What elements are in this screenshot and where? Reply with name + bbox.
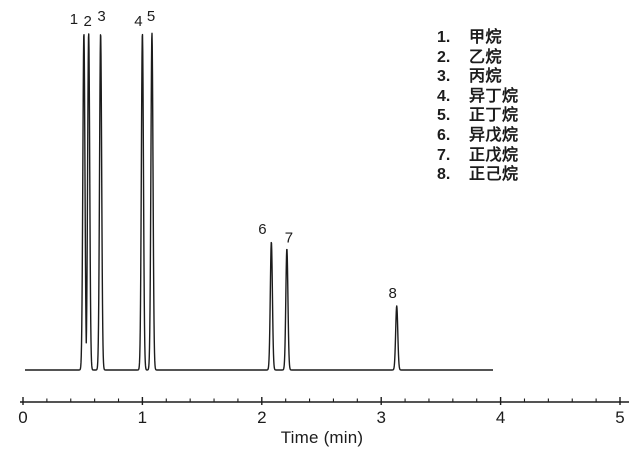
x-axis-tick-label: 1 bbox=[138, 408, 147, 427]
compound-legend: 1. 甲烷 2. 乙烷 3. 丙烷 4. 异丁烷 5. 正丁烷 6. 异戊烷 7… bbox=[437, 28, 519, 185]
legend-item-name: 正丁烷 bbox=[469, 107, 519, 125]
peak-label-6: 6 bbox=[258, 221, 266, 238]
chromatogram-trace bbox=[24, 32, 494, 371]
legend-item-number: 7. bbox=[437, 146, 451, 164]
peak-label-3: 3 bbox=[97, 8, 105, 25]
peak-label-5: 5 bbox=[147, 8, 155, 25]
legend-item: 3. 丙烷 bbox=[437, 67, 519, 87]
legend-item-number: 3. bbox=[437, 68, 451, 86]
peak-label-4: 4 bbox=[134, 13, 142, 30]
x-axis-tick-label: 3 bbox=[376, 408, 385, 427]
legend-item-name: 异戊烷 bbox=[469, 126, 519, 144]
x-axis-tick-label: 2 bbox=[257, 408, 266, 427]
legend-item-number: 8. bbox=[437, 166, 451, 184]
peak-label-8: 8 bbox=[389, 285, 397, 302]
legend-item-name: 乙烷 bbox=[469, 48, 503, 66]
legend-item: 5. 正丁烷 bbox=[437, 106, 519, 126]
legend-item-number: 6. bbox=[437, 126, 451, 144]
peak-label-7: 7 bbox=[285, 230, 293, 247]
peak-label-1: 1 bbox=[70, 11, 78, 28]
x-axis-tick-label: 5 bbox=[615, 408, 624, 427]
x-axis-tick-label: 4 bbox=[496, 408, 505, 427]
legend-item: 6. 异戊烷 bbox=[437, 126, 519, 146]
legend-item-name: 丙烷 bbox=[469, 68, 503, 86]
legend-item-number: 4. bbox=[437, 87, 451, 105]
legend-item: 4. 异丁烷 bbox=[437, 87, 519, 107]
legend-item-number: 2. bbox=[437, 48, 451, 66]
legend-item-name: 正戊烷 bbox=[469, 146, 519, 164]
legend-item: 7. 正戊烷 bbox=[437, 146, 519, 166]
legend-item-number: 5. bbox=[437, 107, 451, 125]
legend-item: 2. 乙烷 bbox=[437, 48, 519, 68]
legend-item-number: 1. bbox=[437, 29, 451, 46]
x-axis-tick-label: 0 bbox=[18, 408, 27, 427]
peak-label-2: 2 bbox=[84, 13, 92, 30]
legend-item-name: 正己烷 bbox=[469, 166, 519, 184]
legend-item: 1. 甲烷 bbox=[437, 28, 519, 48]
x-axis-title: Time (min) bbox=[280, 428, 364, 447]
legend-item-name: 甲烷 bbox=[469, 29, 503, 46]
legend-item: 8. 正己烷 bbox=[437, 165, 519, 185]
legend-item-name: 异丁烷 bbox=[469, 87, 519, 105]
